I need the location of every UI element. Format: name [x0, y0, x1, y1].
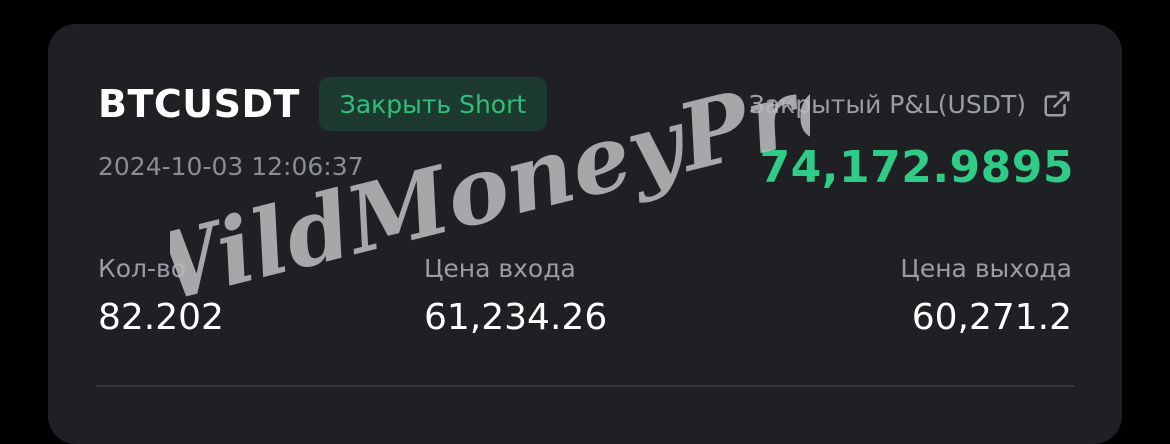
qty-value: 82.202	[98, 297, 224, 338]
closed-pnl-card: BTCUSDT Закрыть Short 2024-10-03 12:06:3…	[48, 24, 1122, 444]
qty-stat: Кол-во 82.202	[98, 254, 224, 338]
pnl-value: 74,172.9895	[759, 142, 1074, 193]
exit-price-stat: Цена выхода 60,271.2	[900, 254, 1072, 338]
timestamp: 2024-10-03 12:06:37	[98, 152, 364, 181]
entry-price-label: Цена входа	[424, 254, 576, 283]
close-short-badge[interactable]: Закрыть Short	[319, 77, 547, 131]
symbol-title: BTCUSDT	[98, 82, 300, 126]
entry-price-value: 61,234.26	[424, 297, 608, 338]
entry-price-stat: Цена входа 61,234.26	[424, 254, 607, 338]
divider	[96, 385, 1074, 387]
exit-price-label: Цена выхода	[900, 254, 1072, 283]
external-link-icon[interactable]	[1042, 89, 1072, 119]
pnl-header: Закрытый P&L(USDT)	[749, 89, 1072, 119]
qty-label: Кол-во	[98, 254, 187, 283]
exit-price-value: 60,271.2	[911, 297, 1072, 338]
pnl-label: Закрытый P&L(USDT)	[748, 89, 1026, 119]
